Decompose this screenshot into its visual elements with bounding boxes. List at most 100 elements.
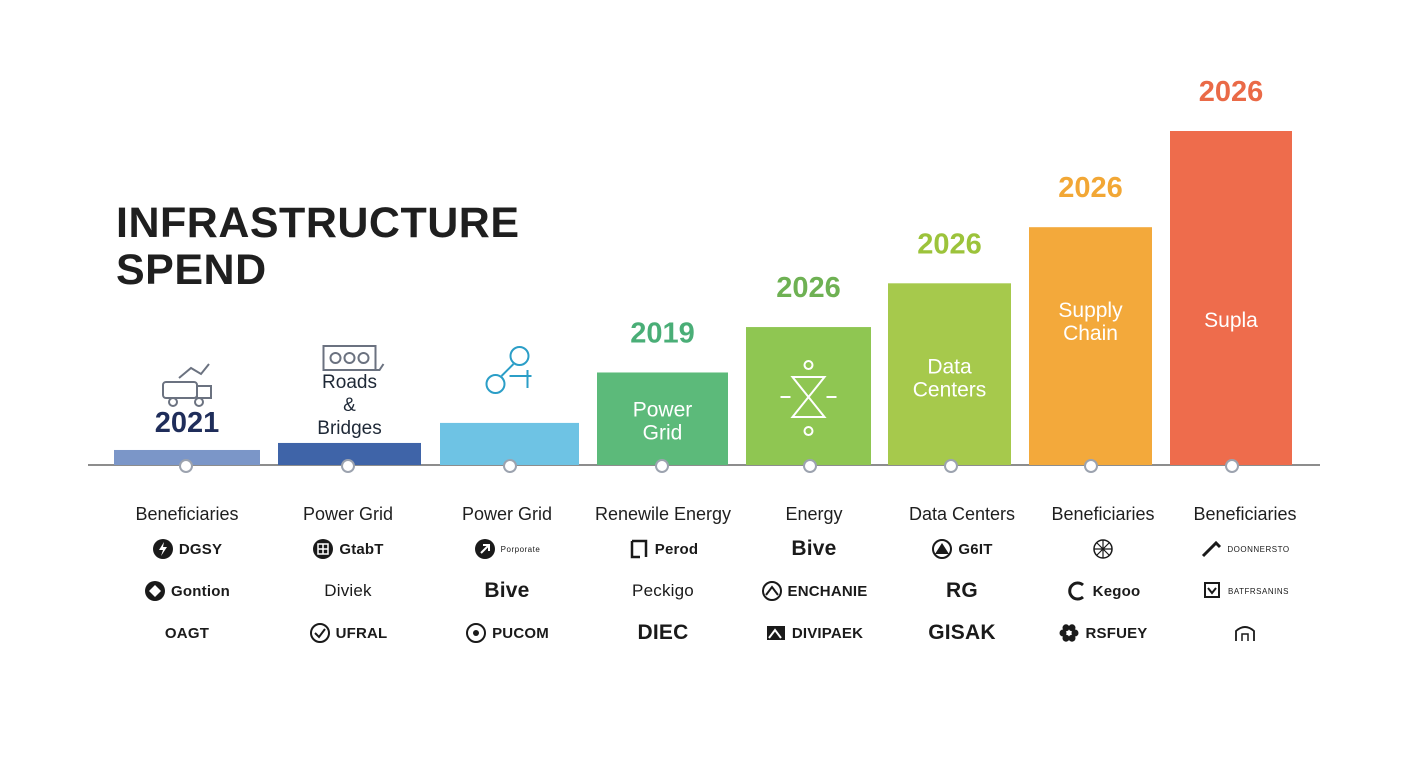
logo-text: Porporate: [500, 544, 541, 554]
company-logo: DIEC: [578, 612, 748, 654]
logo-text: PUCOM: [492, 624, 549, 642]
logo-text: Bive: [791, 537, 837, 560]
company-logo: RSFUEY: [1018, 612, 1188, 654]
globe-icon: [1092, 538, 1114, 560]
bar-label: &: [343, 395, 356, 416]
axis-marker: [503, 459, 517, 473]
axis-marker: [1084, 459, 1098, 473]
slash-peak-icon: [1200, 538, 1222, 560]
bar: [1170, 131, 1292, 465]
column-header: Energy: [785, 504, 843, 524]
column-header: Power Grid: [302, 504, 394, 524]
road-bridge-icon: [322, 345, 385, 371]
mountain-circle-icon: [761, 580, 783, 602]
axis-marker: [944, 459, 958, 473]
bar: [597, 372, 728, 465]
logo-text: DIEC: [637, 621, 689, 644]
company-logo: Peckigo: [578, 570, 748, 612]
axis-marker: [341, 459, 355, 473]
company-logo: DGSY: [102, 528, 272, 570]
chart-title: INFRASTRUCTURE SPEND: [116, 200, 520, 294]
year-label: 2019: [630, 317, 695, 349]
grid-circle-icon: [312, 538, 334, 560]
bar: [440, 422, 579, 465]
company-logo: Gontion: [102, 570, 272, 612]
bar-label: Roads: [322, 372, 377, 393]
bar: [1029, 227, 1152, 465]
company-logo: [1018, 528, 1188, 570]
logo-text: Gontion: [171, 582, 230, 600]
bolt-circle-icon: [152, 538, 174, 560]
logo-text: Diviek: [324, 581, 372, 600]
bar-label: Bridges: [317, 418, 381, 439]
bar-label: Centers: [913, 378, 987, 401]
bar-label: Data: [927, 355, 972, 378]
logo-text: Bive: [484, 579, 530, 602]
company-logo: RG: [877, 570, 1047, 612]
square-bracket-icon: [628, 538, 650, 560]
company-logo: DOONNERSTO: [1160, 528, 1330, 570]
beneficiary-column: Energy Bive ENCHANIE DIVIPAEK: [729, 500, 899, 654]
diamond-circle-icon: [144, 580, 166, 602]
logo-text: GtabT: [339, 540, 384, 558]
year-label: 2026: [917, 228, 982, 260]
logo-text: Kegoo: [1092, 582, 1141, 600]
company-logo: Perod: [578, 528, 748, 570]
arrow-circle-icon: [474, 538, 496, 560]
c-ring-icon: [1066, 580, 1088, 602]
column-header: Beneficiaries: [1051, 504, 1155, 524]
logo-text: OAGT: [164, 624, 210, 642]
column-header: Beneficiaries: [1193, 504, 1297, 524]
company-logo: PUCOM: [422, 612, 592, 654]
bar-label: Supply: [1058, 299, 1123, 322]
logo-text: RSFUEY: [1085, 624, 1148, 642]
logo-text: RG: [946, 579, 978, 602]
bar-label: Chain: [1063, 322, 1118, 345]
company-logo: [1160, 612, 1330, 654]
company-logo: OAGT: [102, 612, 272, 654]
chart-title-line-2: SPEND: [116, 246, 267, 294]
company-logo: Kegoo: [1018, 570, 1188, 612]
check-circle-icon: [309, 622, 331, 644]
beneficiary-column: Renewile Energy Perod Peckigo DIEC: [578, 500, 748, 654]
beneficiary-column: Beneficiaries DGSY Gontion OAGT: [102, 500, 272, 654]
logo-text: Perod: [654, 540, 699, 558]
axis-marker: [1225, 459, 1239, 473]
logo-text: Peckigo: [632, 581, 694, 600]
company-logo: Bive: [729, 528, 899, 570]
gear-circle-icon: [465, 622, 487, 644]
year-label: 2026: [1199, 76, 1264, 108]
bar-label: Power: [633, 398, 693, 421]
beneficiary-column: Power Grid GtabT Diviek UFRAL: [263, 500, 433, 654]
axis-marker: [179, 459, 193, 473]
year-label: 2026: [776, 272, 841, 304]
bar: [114, 449, 260, 465]
company-logo: Porporate: [422, 528, 592, 570]
year-label: 2021: [155, 407, 220, 439]
truck-icon: [162, 363, 212, 407]
company-logo: Bive: [422, 570, 592, 612]
column-header: Power Grid: [461, 504, 553, 524]
axis-marker: [655, 459, 669, 473]
company-logo: DIVIPAEK: [729, 612, 899, 654]
company-logo: Diviek: [263, 570, 433, 612]
peak-circle-icon: [931, 538, 953, 560]
beneficiary-column: Data Centers G6IT RG GISAK: [877, 500, 1047, 654]
logo-text: ENCHANIE: [787, 582, 868, 600]
bar-label: Supla: [1204, 309, 1258, 332]
company-logo: GtabT: [263, 528, 433, 570]
year-label: 2026: [1058, 172, 1123, 204]
column-header: Data Centers: [908, 504, 1016, 524]
bar-label: Grid: [643, 421, 683, 444]
mountain-square-icon: [765, 622, 787, 644]
flower-icon: [1058, 622, 1080, 644]
logo-text: DGSY: [178, 540, 223, 558]
company-logo: GISAK: [877, 612, 1047, 654]
company-logo: G6IT: [877, 528, 1047, 570]
logo-text: BATFRSANINS: [1228, 586, 1289, 596]
shield-box-icon: [1201, 580, 1223, 602]
beneficiary-column: Power Grid Porporate Bive PUCOM: [422, 500, 592, 654]
logo-text: DIVIPAEK: [791, 624, 864, 642]
building-line-icon: [1234, 622, 1256, 644]
company-logo: ENCHANIE: [729, 570, 899, 612]
